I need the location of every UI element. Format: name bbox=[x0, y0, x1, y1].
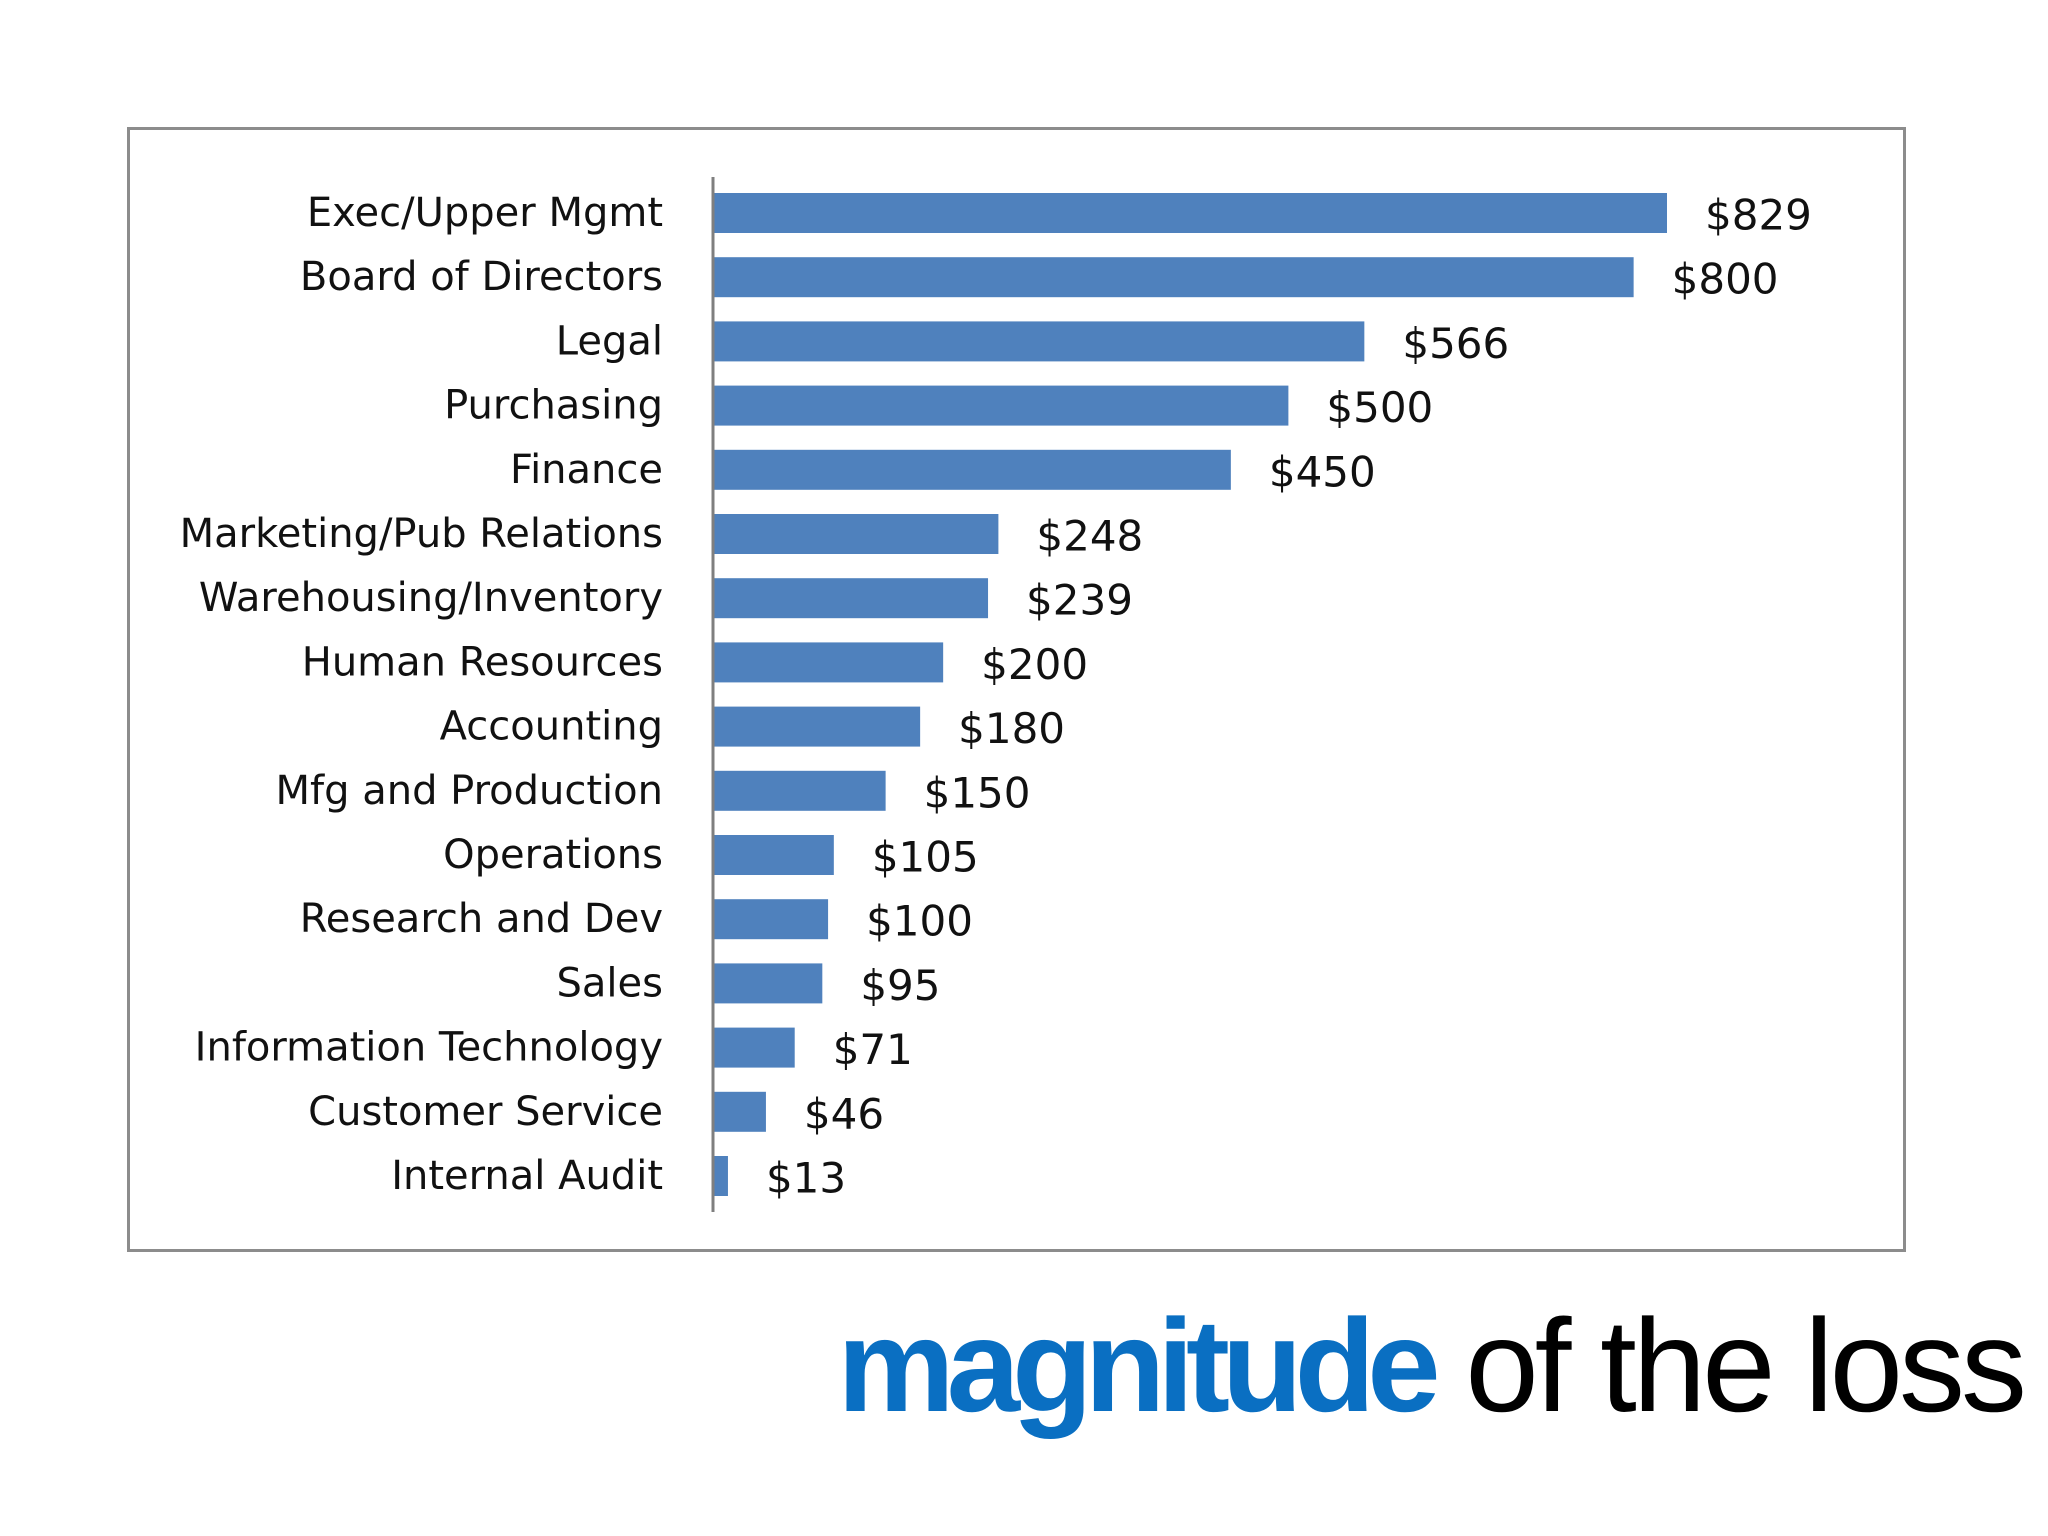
slide-title-rest: of the loss bbox=[1465, 1292, 2027, 1439]
value-label: $71 bbox=[833, 1025, 913, 1074]
slide-title: magnitude of the loss bbox=[837, 1300, 2027, 1432]
value-label: $248 bbox=[1036, 512, 1143, 561]
category-label: Sales bbox=[557, 960, 663, 1006]
value-label: $95 bbox=[860, 961, 940, 1010]
value-label: $450 bbox=[1269, 447, 1376, 496]
bar bbox=[713, 1027, 795, 1068]
category-label: Research and Dev bbox=[300, 896, 663, 942]
category-label: Accounting bbox=[440, 704, 663, 750]
category-label: Board of Directors bbox=[300, 254, 663, 300]
bar bbox=[713, 193, 1667, 233]
value-label: $500 bbox=[1326, 383, 1433, 432]
labels-layer: Exec/Upper Mgmt $829 Board of Directors $80… bbox=[180, 190, 1812, 1203]
value-label: $829 bbox=[1705, 191, 1812, 240]
category-label: Warehousing/Inventory bbox=[199, 575, 663, 621]
value-label: $239 bbox=[1026, 576, 1133, 625]
value-label: $566 bbox=[1402, 319, 1509, 368]
category-label: Human Resources bbox=[302, 639, 663, 685]
bar bbox=[713, 578, 989, 619]
value-label: $13 bbox=[766, 1154, 846, 1203]
bar bbox=[713, 449, 1231, 490]
bar bbox=[713, 257, 1634, 298]
bar bbox=[713, 321, 1365, 362]
value-label: $180 bbox=[958, 704, 1065, 753]
bar bbox=[713, 706, 921, 747]
category-label: Purchasing bbox=[444, 383, 663, 429]
bar bbox=[713, 770, 886, 811]
category-label: Marketing/Pub Relations bbox=[180, 511, 663, 557]
category-label: Mfg and Production bbox=[276, 768, 663, 814]
bar bbox=[713, 963, 823, 1004]
category-label: Internal Audit bbox=[391, 1153, 663, 1199]
bar bbox=[713, 1091, 766, 1132]
value-label: $800 bbox=[1672, 255, 1779, 304]
category-label: Legal bbox=[556, 318, 663, 364]
category-label: Customer Service bbox=[308, 1089, 663, 1135]
value-label: $150 bbox=[924, 768, 1031, 817]
bar-chart: Exec/Upper Mgmt $829 Board of Directors $80… bbox=[180, 177, 1812, 1212]
bar bbox=[713, 899, 829, 940]
value-label: $105 bbox=[872, 833, 979, 882]
value-label: $100 bbox=[866, 897, 973, 946]
value-label: $200 bbox=[981, 640, 1088, 689]
category-label: Operations bbox=[443, 832, 663, 878]
category-label: Exec/Upper Mgmt bbox=[307, 190, 663, 236]
category-label: Finance bbox=[510, 447, 663, 493]
bar bbox=[713, 642, 944, 683]
bar bbox=[713, 514, 999, 554]
bar bbox=[713, 835, 834, 875]
bars-layer bbox=[713, 193, 1667, 1196]
chart-frame: Exec/Upper Mgmt $829 Board of Directors $80… bbox=[127, 127, 1906, 1252]
bar bbox=[713, 1156, 728, 1196]
value-label: $46 bbox=[804, 1089, 884, 1138]
bar bbox=[713, 385, 1289, 426]
category-label: Information Technology bbox=[195, 1025, 663, 1071]
slide-title-accent: magnitude bbox=[837, 1292, 1440, 1439]
